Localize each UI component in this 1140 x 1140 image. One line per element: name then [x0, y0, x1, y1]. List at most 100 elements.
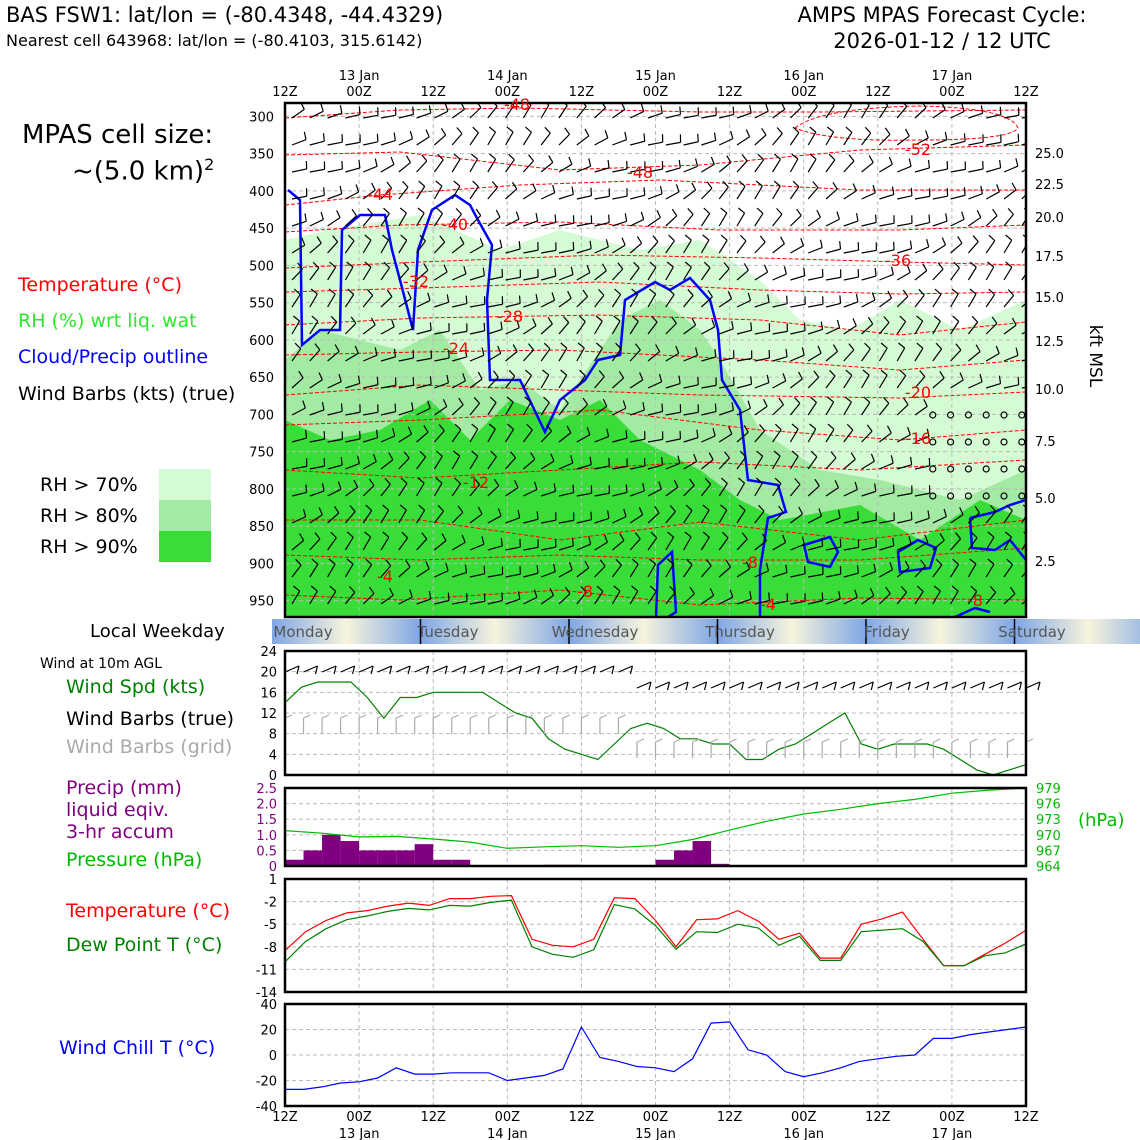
- wind-barb: [718, 291, 733, 308]
- wind-barb-shaft: [522, 429, 533, 443]
- wind-barb-flag: [599, 559, 606, 567]
- wind-barb: [469, 153, 479, 173]
- wind-barb-true: [507, 665, 522, 673]
- temperature-line: [284, 894, 1027, 967]
- wind-barb: [505, 396, 514, 416]
- wind-barb-flag: [598, 288, 605, 296]
- wind-barb-shaft: [736, 598, 752, 605]
- wind-barb: [630, 431, 646, 443]
- wind-barb-flag: [906, 264, 911, 273]
- wind-barb-shaft: [522, 401, 532, 416]
- wind-barb-shaft: [558, 222, 574, 227]
- wind-barb-flag: [357, 455, 360, 464]
- wind-barb-shaft: [452, 600, 468, 605]
- wind-barb-shaft: [309, 219, 324, 227]
- wind-barb-shaft: [754, 241, 766, 254]
- wind-barb-flag: [525, 126, 532, 133]
- wind-barb-shaft: [754, 213, 764, 227]
- wind-barb-flag: [990, 505, 997, 512]
- wind-barb-shaft: [345, 462, 360, 470]
- wind-barb: [665, 159, 681, 173]
- wind-barb-shaft: [647, 168, 663, 173]
- wind-barb-grid-flag: [710, 738, 719, 743]
- wind-barb: [469, 267, 485, 281]
- wind-barb: [576, 187, 593, 200]
- wind-barb: [683, 586, 695, 605]
- wind-barb-shaft: [861, 299, 876, 308]
- calm-wind-marker: [929, 411, 937, 419]
- wind-barb-flag: [728, 426, 733, 435]
- wind-barb: [345, 345, 359, 362]
- wind-barb-flag: [834, 480, 840, 488]
- wind-barb-shaft: [647, 112, 663, 119]
- wind-barb-shaft: [540, 323, 553, 335]
- wind-barb: [843, 481, 858, 497]
- wind-barb-shaft: [719, 409, 734, 416]
- wind-barb-shaft: [825, 517, 841, 524]
- wind-barb-shaft: [683, 189, 696, 200]
- wind-barb-flag: [776, 207, 783, 215]
- wind-barb: [416, 561, 430, 578]
- top-date-label: 17 Jan: [932, 69, 973, 84]
- wind-barb-flag: [763, 264, 769, 273]
- wind-barb: [629, 288, 639, 308]
- wind-barb-flag: [743, 425, 749, 433]
- wind-barb-flag: [1023, 531, 1026, 535]
- wind-barb: [665, 375, 681, 389]
- wind-barb-shaft: [487, 428, 496, 443]
- wind-barb-flag: [631, 558, 639, 565]
- wind-barb: [683, 504, 693, 524]
- wind-barb-flag: [435, 477, 443, 484]
- wind-barb-shaft: [932, 139, 948, 146]
- wind-barb-shaft: [540, 460, 555, 470]
- wind-barb-true: [673, 681, 689, 689]
- wind-barb-flag: [920, 559, 926, 567]
- wind-barb: [327, 505, 340, 524]
- wind-barb: [719, 106, 735, 119]
- wind-barb-shaft: [647, 381, 662, 389]
- wind-barb: [1021, 386, 1026, 389]
- wind-barb: [825, 241, 842, 254]
- wind-barb-shaft: [985, 352, 1000, 362]
- wind-barb: [594, 214, 610, 227]
- wind-barb: [843, 565, 859, 578]
- wind-barb: [433, 504, 445, 524]
- wind-barb-shaft: [701, 410, 717, 416]
- wind-barb-shaft: [825, 487, 839, 497]
- wind-barb: [754, 477, 763, 497]
- wind-barb-shaft: [932, 268, 944, 281]
- wind-barb: [345, 455, 360, 470]
- wind-barb-flag: [854, 481, 858, 490]
- pressure-tick-label: 500: [249, 259, 274, 274]
- wind-barb-shaft: [398, 239, 408, 254]
- wind-barb: [825, 480, 840, 497]
- wind-barb: [985, 505, 997, 524]
- wind-barb-flag: [354, 345, 359, 354]
- wind-barb: [469, 296, 486, 308]
- wind-barb-flag: [785, 348, 788, 357]
- wind-barb-flag: [1007, 289, 1015, 296]
- wind-barb: [469, 423, 479, 443]
- wind-barb-shaft: [629, 514, 644, 524]
- wind-barb: [790, 593, 806, 605]
- wind-barb-true-flag: [944, 681, 948, 691]
- wind-barb-flag: [292, 315, 300, 322]
- wind-barb: [594, 585, 604, 605]
- wind-barb-flag: [322, 133, 325, 142]
- wind-barb-shaft: [986, 167, 1001, 173]
- wind-barb-flag: [687, 289, 694, 296]
- legend-temp-lower: Temperature (°C): [66, 900, 230, 922]
- cloud-outline-small-1: [654, 549, 678, 617]
- wind-barb-grid-flag: [766, 738, 774, 743]
- wind-barb: [878, 342, 888, 362]
- wind-barb-true: [618, 665, 633, 673]
- wind-barb-shaft: [825, 457, 837, 470]
- wind-barb-shaft: [950, 321, 960, 335]
- wind-barb: [398, 402, 414, 416]
- wind-barb-shaft: [541, 490, 556, 497]
- wind-barb: [630, 133, 646, 146]
- wind-barb: [861, 587, 875, 605]
- rh-key-80-swatch: [159, 500, 211, 531]
- wind-barb: [523, 294, 539, 308]
- wind-barb: [807, 209, 821, 227]
